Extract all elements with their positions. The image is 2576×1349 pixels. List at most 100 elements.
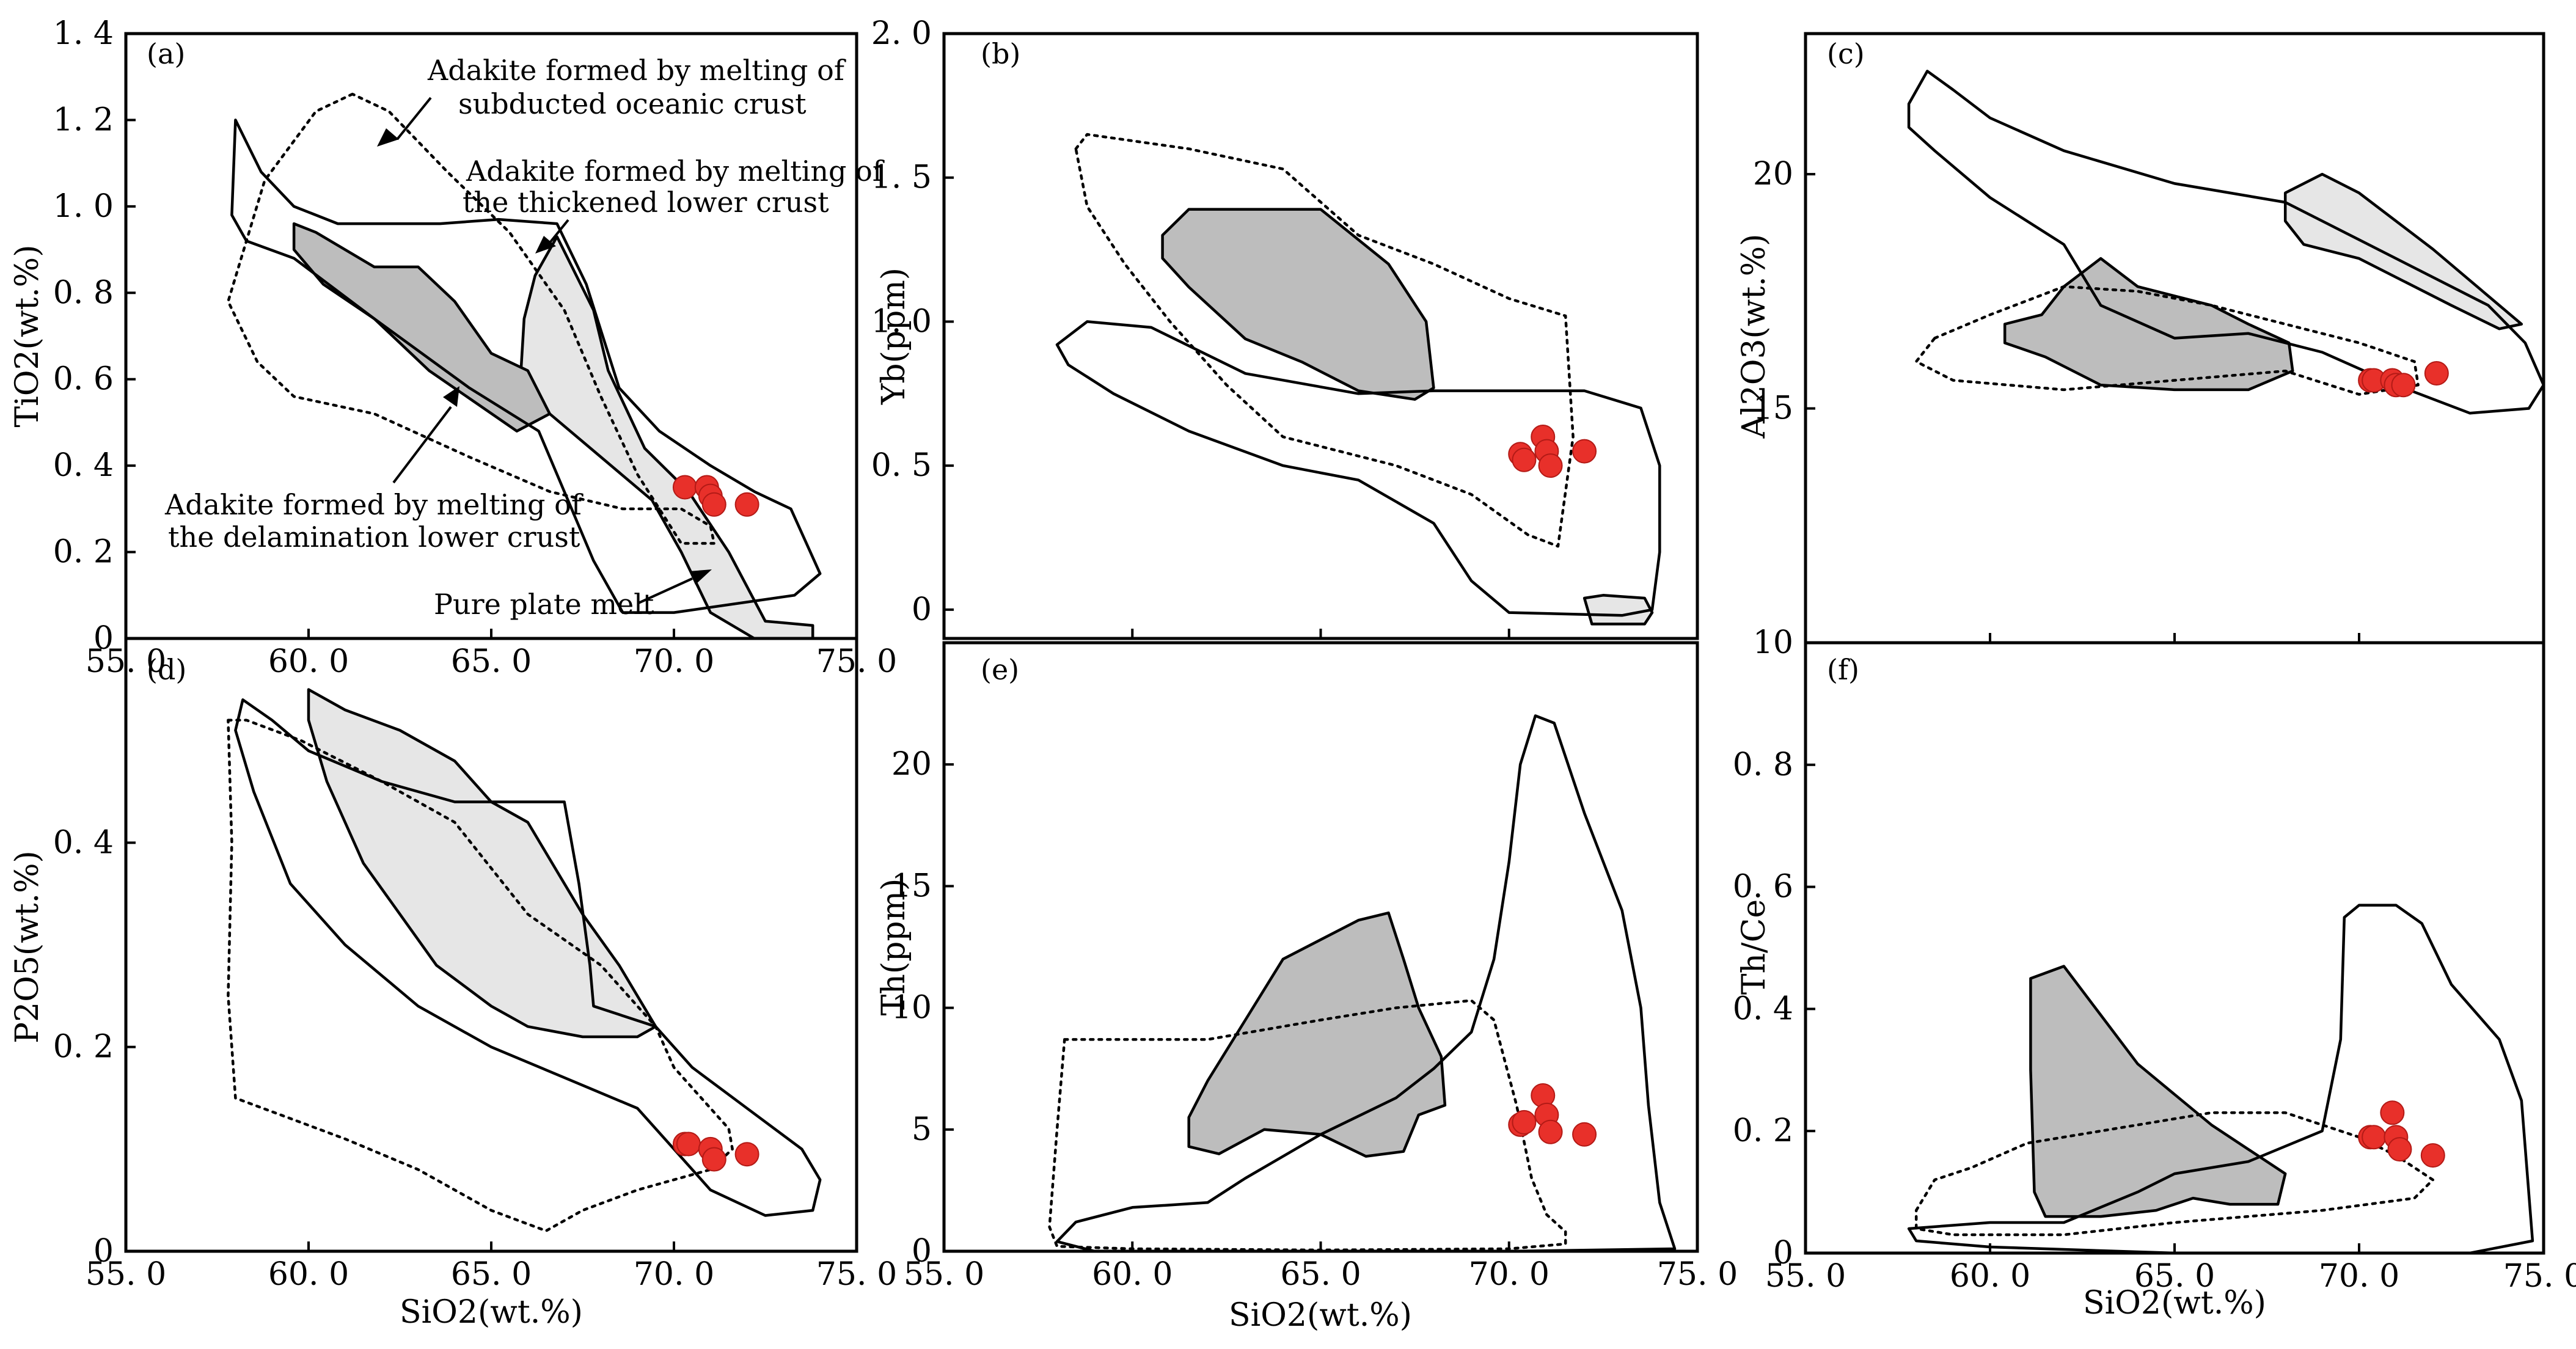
annotation-subducted-line2: subducted oceanic crust: [458, 87, 807, 120]
y-axis-label: Al2O3(wt.%): [1736, 234, 1773, 439]
annotation-thickened-line1: Adakite formed by melting of: [466, 155, 885, 188]
annotation-arrow-line: [396, 97, 432, 141]
x-tick-label: 75. 0: [816, 1256, 897, 1293]
x-tick-label: 60. 0: [268, 643, 349, 680]
y-tick-label: 15: [1753, 390, 1793, 427]
sample-point: [2387, 1137, 2412, 1162]
sample-point-group: [2358, 1100, 2445, 1168]
tick-group: 0 0. 5 1. 0 1. 5 2. 0: [871, 15, 1699, 638]
arrow-head-icon: [535, 236, 556, 254]
sample-point: [1572, 1122, 1597, 1147]
y-tick-label: 1. 0: [871, 303, 932, 340]
field-region-dotted: [1074, 133, 1575, 548]
y-tick-label: 1. 5: [871, 159, 932, 196]
x-tick-label: 60. 0: [1950, 1258, 2030, 1295]
annotation-pure-plate-melt: Pure plate melt: [434, 588, 654, 621]
panel-a: 55. 0 60. 0 65. 0 70. 0 75. 000. 20. 40. 60.…: [9, 15, 897, 680]
region-group: [1907, 904, 2534, 1255]
field-region-light: [2283, 172, 2523, 331]
x-tick-label: 75. 0: [2503, 1258, 2576, 1295]
annotation-arrow-line: [638, 577, 693, 604]
sample-point: [2391, 373, 2416, 398]
y-axis-label: Th(ppm): [876, 879, 912, 1016]
annotation-arrow-line: [549, 219, 569, 244]
x-axis-label: SiO2(wt.%): [400, 1294, 583, 1331]
y-tick-label: 0: [1773, 1235, 1793, 1271]
arrow-head-icon: [443, 386, 459, 407]
tick-group: 55. 0 60. 0 65. 0 70. 0 75. 0 0 5 10 15 20: [891, 746, 1738, 1293]
field-region-dark: [2029, 965, 2287, 1218]
field-region-light: [307, 688, 657, 1039]
tick-group: 10 15 20: [1753, 156, 2545, 661]
panel-e: 55. 0 60. 0 65. 0 70. 0 75. 0 0 5 10 15 20 (e) Th…: [876, 641, 1738, 1334]
arrow-head-icon: [689, 569, 712, 585]
y-tick-label: 0. 4: [1733, 990, 1793, 1027]
y-tick-label: 0. 2: [53, 1029, 114, 1066]
y-axis-label: TiO2(wt.%): [9, 245, 46, 428]
panel-b: 0 0. 5 1. 0 1. 5 2. 0 (b) Yb(ppm): [871, 15, 1699, 640]
x-tick-label: 55. 0: [904, 1256, 984, 1293]
field-region-light: [1583, 594, 1654, 626]
sample-point: [701, 492, 726, 517]
field-region-dark: [292, 222, 551, 433]
sample-point-group: [2358, 361, 2449, 398]
field-region-open: [1055, 320, 1661, 617]
annotation-thickened-line2: the thickened lower crust: [463, 186, 829, 219]
field-region-dotted: [227, 92, 716, 545]
sample-point: [734, 492, 759, 517]
sample-point: [2380, 1100, 2405, 1125]
y-tick-label: 0: [912, 1233, 932, 1270]
sample-point: [734, 1142, 759, 1167]
x-tick-label: 70. 0: [2319, 1258, 2399, 1295]
y-tick-label: 10: [891, 990, 932, 1026]
tick-group: 55. 0 60. 0 65. 0 70. 0 75. 0 0 0. 2 0. 4 0. 6 0.…: [1733, 747, 2576, 1295]
panel-d: 55. 0 60. 0 65. 0 70. 0 75. 0 0 0. 2 0. 4 (d) P…: [9, 637, 897, 1331]
sample-point: [701, 1147, 726, 1172]
y-tick-label: 0: [912, 591, 932, 628]
x-tick-label: 65. 0: [2134, 1258, 2215, 1295]
x-tick-label: 55. 0: [86, 1256, 166, 1293]
panel-label: (c): [1827, 37, 1865, 70]
y-tick-label: 0. 4: [53, 824, 114, 861]
y-tick-label: 0. 8: [53, 274, 114, 311]
panel-label: (f): [1827, 653, 1859, 686]
y-tick-label: 0. 2: [53, 534, 114, 571]
sample-point-group: [1508, 425, 1597, 478]
y-tick-label: 0. 5: [871, 447, 932, 484]
x-tick-label: 70. 0: [1469, 1256, 1550, 1293]
panel-label: (d): [147, 653, 186, 686]
sample-point: [2420, 1143, 2445, 1168]
sample-point-group: [672, 475, 759, 517]
field-region-open: [234, 698, 822, 1217]
y-tick-label: 0. 6: [1733, 869, 1793, 905]
field-region-open: [1907, 904, 2534, 1255]
x-tick-label: 60. 0: [1092, 1256, 1173, 1293]
sample-point: [1538, 1119, 1563, 1144]
sample-point: [1512, 447, 1537, 472]
x-tick-label: 65. 0: [451, 1256, 532, 1293]
y-tick-label: 0. 8: [1733, 747, 1793, 783]
region-group: [1907, 70, 2545, 415]
y-tick-label: 1. 2: [53, 101, 114, 138]
x-tick-label: 70. 0: [634, 643, 714, 680]
panel-label: (a): [147, 37, 185, 70]
region-group: [1055, 133, 1661, 626]
y-tick-label: 0. 2: [1733, 1113, 1793, 1149]
sample-point: [672, 475, 697, 500]
field-region-open: [230, 119, 822, 614]
y-tick-label: 20: [891, 746, 932, 783]
annotation-subducted-line1: Adakite formed by melting of: [427, 54, 846, 87]
y-axis-label: P2O5(wt.%): [9, 850, 46, 1044]
sample-point: [1538, 453, 1563, 478]
sample-point: [1512, 1110, 1537, 1135]
region-group: [227, 688, 822, 1232]
y-tick-label: 20: [1753, 156, 1793, 192]
sample-point: [2362, 1125, 2387, 1150]
y-tick-label: 15: [891, 868, 932, 904]
sample-point: [1572, 439, 1597, 464]
annotation-delamination-line2: the delamination lower crust: [168, 521, 580, 554]
x-tick-label: 75. 0: [1657, 1256, 1738, 1293]
y-tick-label: 0. 6: [53, 361, 114, 398]
panel-c: 10 15 20 (c) Al2O3(wt.%): [1736, 32, 2545, 661]
